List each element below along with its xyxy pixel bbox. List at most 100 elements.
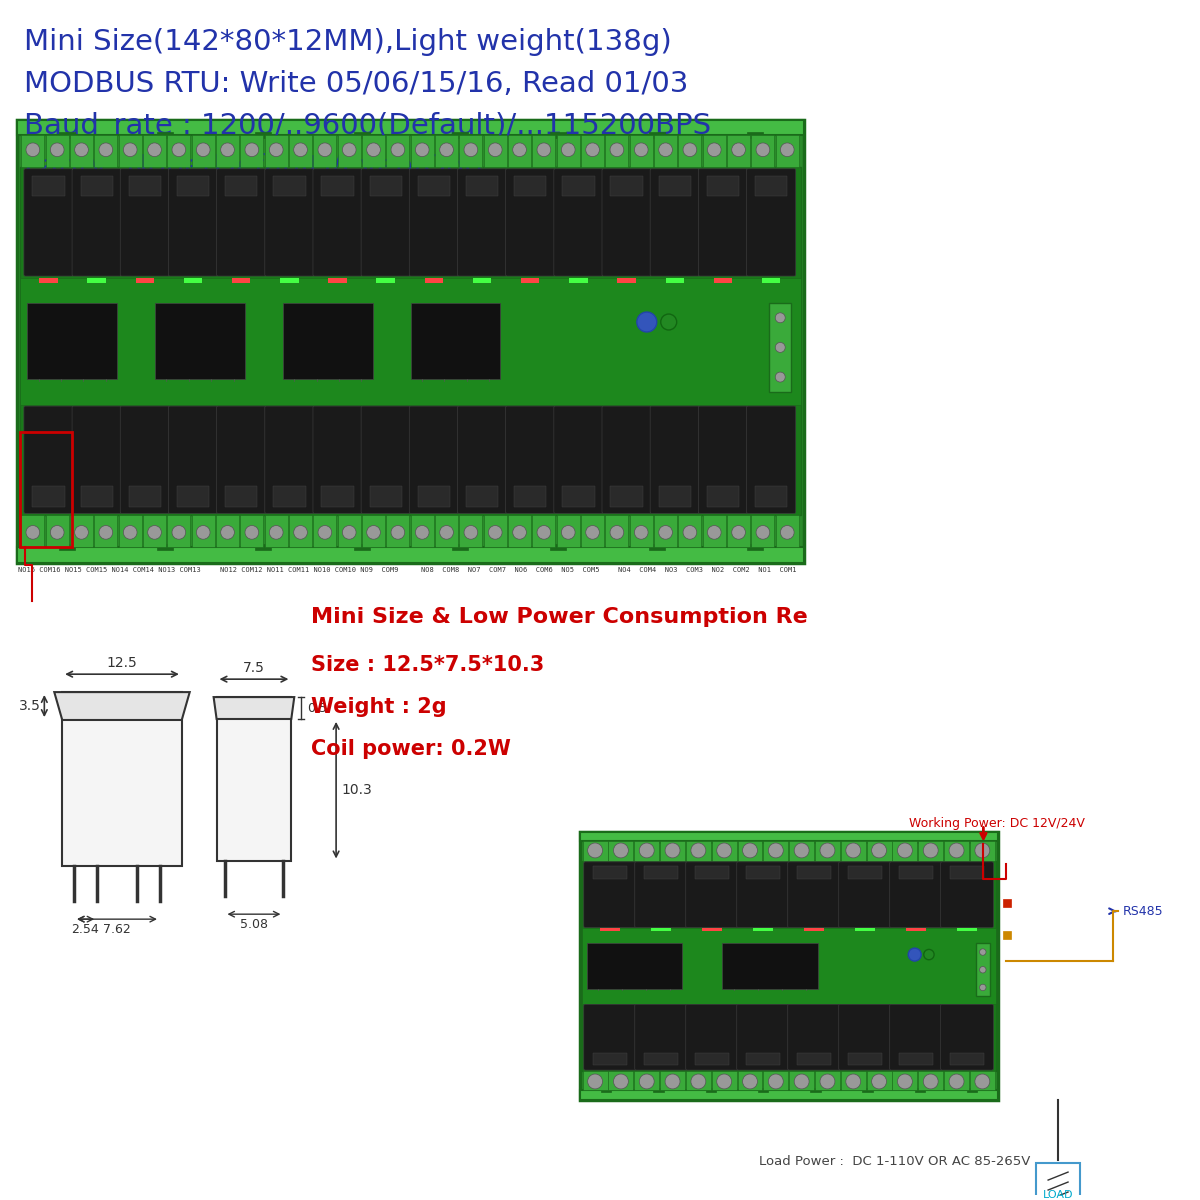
Bar: [815, 1070, 840, 1091]
Circle shape: [979, 984, 986, 991]
Circle shape: [691, 842, 706, 858]
Circle shape: [367, 526, 380, 539]
Bar: [466, 486, 498, 506]
FancyBboxPatch shape: [787, 862, 840, 928]
Bar: [40, 277, 58, 282]
Circle shape: [635, 143, 648, 157]
Bar: [557, 136, 580, 167]
Bar: [274, 486, 306, 506]
Bar: [899, 1052, 934, 1066]
Circle shape: [221, 526, 234, 539]
Text: 12.5: 12.5: [107, 656, 137, 670]
Bar: [748, 544, 763, 550]
Bar: [508, 136, 530, 167]
Bar: [557, 515, 580, 547]
Bar: [436, 515, 458, 547]
Bar: [216, 515, 239, 547]
FancyBboxPatch shape: [24, 169, 73, 276]
FancyBboxPatch shape: [583, 862, 636, 928]
Bar: [949, 1052, 984, 1066]
Bar: [776, 136, 799, 167]
Circle shape: [562, 143, 575, 157]
Bar: [28, 302, 116, 379]
Bar: [508, 515, 530, 547]
Bar: [280, 277, 299, 282]
Bar: [606, 515, 629, 547]
Bar: [582, 928, 996, 1004]
Bar: [706, 1088, 716, 1092]
Bar: [611, 486, 643, 506]
Bar: [22, 515, 44, 547]
Circle shape: [707, 526, 721, 539]
Circle shape: [640, 842, 654, 858]
Bar: [313, 136, 336, 167]
Bar: [168, 136, 191, 167]
Bar: [906, 928, 926, 931]
Circle shape: [871, 842, 887, 858]
Bar: [551, 544, 566, 550]
Circle shape: [683, 143, 697, 157]
Bar: [354, 544, 370, 550]
Bar: [751, 136, 774, 167]
Bar: [608, 841, 634, 862]
Circle shape: [74, 526, 89, 539]
Bar: [1003, 899, 1012, 907]
Bar: [976, 943, 990, 996]
Text: NO8  COM8  NO7  COM7  NO6  COM6  NO5  COM5: NO8 COM8 NO7 COM7 NO6 COM6 NO5 COM5: [421, 566, 599, 572]
Circle shape: [269, 526, 283, 539]
Bar: [643, 866, 678, 880]
Bar: [410, 302, 500, 379]
FancyBboxPatch shape: [217, 169, 265, 276]
FancyBboxPatch shape: [265, 406, 314, 514]
Circle shape: [756, 526, 769, 539]
Circle shape: [488, 526, 502, 539]
Text: RS485: RS485: [1123, 905, 1164, 918]
Bar: [847, 1052, 882, 1066]
Bar: [652, 928, 671, 931]
Bar: [18, 120, 804, 563]
Circle shape: [610, 526, 624, 539]
Circle shape: [197, 526, 210, 539]
Bar: [551, 132, 566, 138]
Circle shape: [732, 143, 745, 157]
Bar: [635, 1070, 659, 1091]
Bar: [466, 175, 498, 197]
Circle shape: [586, 526, 600, 539]
Circle shape: [949, 1074, 964, 1088]
Bar: [630, 136, 653, 167]
Circle shape: [294, 143, 307, 157]
Bar: [59, 544, 74, 550]
Bar: [410, 515, 433, 547]
Bar: [944, 1070, 968, 1091]
Bar: [797, 1052, 832, 1066]
Bar: [810, 1088, 821, 1092]
Bar: [706, 840, 716, 844]
Bar: [583, 1070, 607, 1091]
Bar: [762, 277, 780, 282]
Bar: [370, 486, 402, 506]
Circle shape: [775, 342, 785, 353]
Circle shape: [846, 842, 860, 858]
FancyBboxPatch shape: [554, 406, 602, 514]
Bar: [240, 136, 263, 167]
Bar: [157, 544, 173, 550]
Bar: [20, 432, 72, 547]
Bar: [790, 841, 814, 862]
Bar: [322, 486, 354, 506]
Bar: [580, 1091, 998, 1100]
Bar: [712, 841, 737, 862]
Bar: [370, 175, 402, 197]
Bar: [521, 277, 540, 282]
Bar: [763, 841, 788, 862]
Text: Baud_rate : 1200/..9600(Default)/...115200BPS: Baud_rate : 1200/..9600(Default)/...1152…: [24, 112, 712, 140]
Bar: [763, 1070, 788, 1091]
FancyBboxPatch shape: [313, 169, 362, 276]
Bar: [660, 841, 685, 862]
Bar: [20, 167, 802, 515]
Text: 0.5: 0.5: [307, 702, 328, 714]
FancyBboxPatch shape: [120, 406, 169, 514]
Bar: [226, 175, 257, 197]
Bar: [119, 515, 142, 547]
Bar: [473, 277, 491, 282]
Bar: [707, 175, 739, 197]
